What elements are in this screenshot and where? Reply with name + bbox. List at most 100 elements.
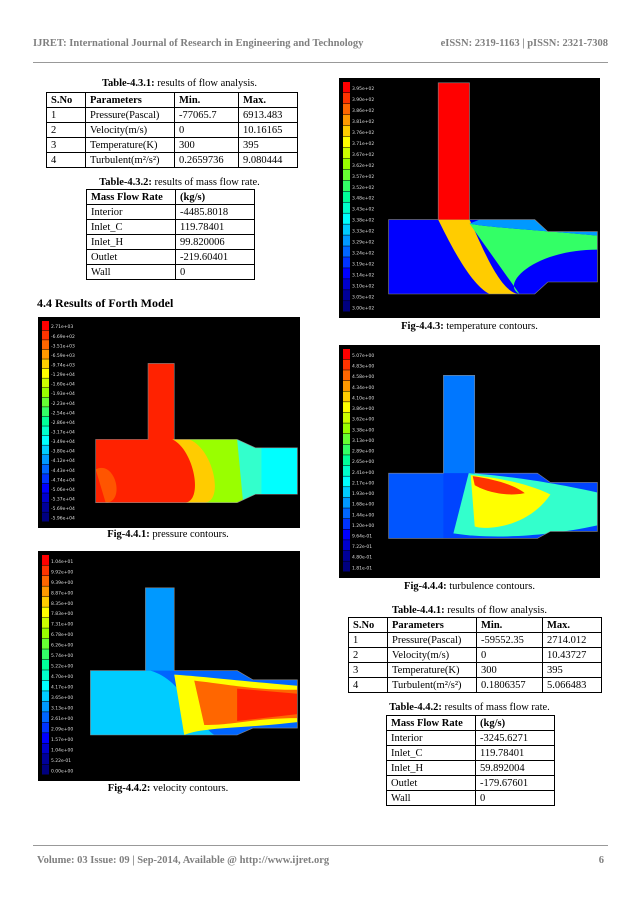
contour-plot: 2.71e+03 -6.69e+02 -3.51e+03 -6.59e+03 -9.74… (42, 321, 298, 522)
legend-label: 2.61e+00 (51, 716, 73, 722)
legend-label: -5.06e+04 (51, 487, 75, 493)
table-header-row: S.No Parameters Min. Max. (348, 617, 602, 633)
legend-swatch (42, 483, 49, 493)
contour-band (237, 688, 298, 721)
table-cell: Outlet (386, 775, 476, 791)
fig-441-caption: Fig-4.4.1: pressure contours. (107, 529, 229, 540)
legend-swatch (343, 349, 350, 360)
table-cell: 395 (238, 137, 298, 153)
column-header: (kg/s) (475, 715, 555, 731)
legend-label: 1.04e+00 (51, 747, 73, 753)
contour-band (95, 467, 117, 503)
contour-band (388, 473, 444, 539)
table-cell: Inlet_C (86, 219, 176, 235)
legend-label: 3.81e+02 (352, 119, 374, 125)
column-header: (kg/s) (175, 189, 255, 205)
legend-swatch (42, 628, 49, 639)
legend-swatch (343, 147, 350, 159)
legend-swatch (343, 246, 350, 257)
legend-label: 3.13e+00 (51, 706, 73, 712)
domain-outline (90, 587, 298, 736)
header-rule (33, 62, 608, 63)
legend-label: -5.37e+04 (51, 496, 75, 502)
table-cell: 5.066483 (542, 677, 602, 693)
column-header: Max. (542, 617, 602, 633)
legend-swatch (42, 455, 49, 465)
table-cell: 0 (174, 122, 239, 138)
fig-444-caption: Fig-4.4.4: turbulence contours. (404, 581, 535, 592)
legend-swatch (343, 476, 350, 487)
legend-swatch (343, 279, 350, 290)
contour-band (438, 219, 520, 294)
table-row: Wall 0 (386, 790, 555, 806)
legend-swatch (343, 82, 350, 93)
legend-label: 5.22e+00 (51, 664, 73, 670)
legend-swatch (42, 407, 49, 417)
legend-swatch (343, 114, 350, 126)
legend-label: 2.89e+00 (352, 449, 374, 455)
legend-label: 6.78e+00 (51, 632, 73, 638)
legend-swatch (343, 412, 350, 423)
legend-swatch (42, 649, 49, 660)
legend-swatch (42, 680, 49, 691)
legend-swatch (343, 224, 350, 235)
legend-label: -1.29e+04 (51, 372, 75, 378)
table-cell: 2 (46, 122, 86, 138)
legend-label: 5.74e+00 (51, 653, 73, 659)
legend-label: 3.33e+02 (352, 229, 374, 235)
table-row: Outlet -179.67601 (386, 775, 555, 791)
legend-label: 3.24e+02 (352, 251, 374, 257)
table-cell: 300 (174, 137, 239, 153)
legend-swatch (343, 518, 350, 530)
volume-info: Volume: 03 Issue: 09 | Sep-2014, Availab… (37, 855, 240, 866)
legend-swatch (42, 586, 49, 597)
legend-label: 8.87e+00 (51, 590, 73, 596)
legend-swatch (343, 465, 350, 476)
legend-label: 3.76e+02 (352, 130, 374, 136)
legend-swatch (42, 512, 49, 522)
table-441: S.No Parameters Min. Max. 1 Pressure(Pascal) -… (348, 617, 602, 693)
legend-label: 5.07e+00 (352, 353, 374, 359)
footer-rule (33, 845, 608, 846)
legend-swatch (343, 508, 350, 519)
legend-swatch (42, 321, 49, 331)
table-cell: 4 (46, 152, 86, 168)
column-header: S.No (46, 92, 86, 108)
legend-swatch (343, 487, 350, 498)
domain-outline (388, 374, 598, 539)
table-cell: 9.080444 (238, 152, 298, 168)
table-row: 2 Velocity(m/s) 0 10.43727 (348, 647, 602, 663)
table-row: 1 Pressure(Pascal) -77065.7 6913.483 (46, 107, 298, 123)
legend-swatch (42, 493, 49, 503)
table-cell: 395 (542, 662, 602, 678)
section-title: 4.4 Results of Forth Model (37, 296, 174, 310)
table-cell: 0 (475, 790, 555, 806)
legend-label: 3.52e+02 (352, 185, 374, 191)
table-cell: -3245.6271 (475, 730, 555, 746)
column-header: Min. (476, 617, 543, 633)
legend-swatch (42, 388, 49, 398)
legend-label: 1.04e+01 (51, 559, 73, 565)
contour-band (438, 82, 470, 220)
table-cell: 59.892004 (475, 760, 555, 776)
legend-swatch (42, 722, 49, 733)
legend-label: 4.34e+00 (352, 385, 374, 391)
legend-label: -3.80e+04 (51, 449, 75, 455)
table-cell: 0.2659736 (174, 152, 239, 168)
contour-band (472, 476, 525, 495)
table-row: Wall 0 (86, 264, 255, 280)
legend-swatch (343, 540, 350, 551)
table-cell: Turbulent(m²/s²) (85, 152, 175, 168)
legend-swatch (42, 445, 49, 455)
legend-swatch (343, 191, 350, 202)
legend-label: -5.69e+04 (51, 506, 75, 512)
domain-fill (388, 375, 598, 539)
domain-outline (388, 82, 598, 295)
legend-label: 7.83e+00 (51, 611, 73, 617)
legend-label: 2.09e+00 (51, 726, 73, 732)
legend-swatch (42, 555, 49, 565)
legend-label: 3.48e+02 (352, 196, 374, 202)
legend-swatch (343, 103, 350, 115)
journal-link[interactable]: http://www.ijret.org (239, 855, 330, 866)
legend-swatch (42, 474, 49, 484)
